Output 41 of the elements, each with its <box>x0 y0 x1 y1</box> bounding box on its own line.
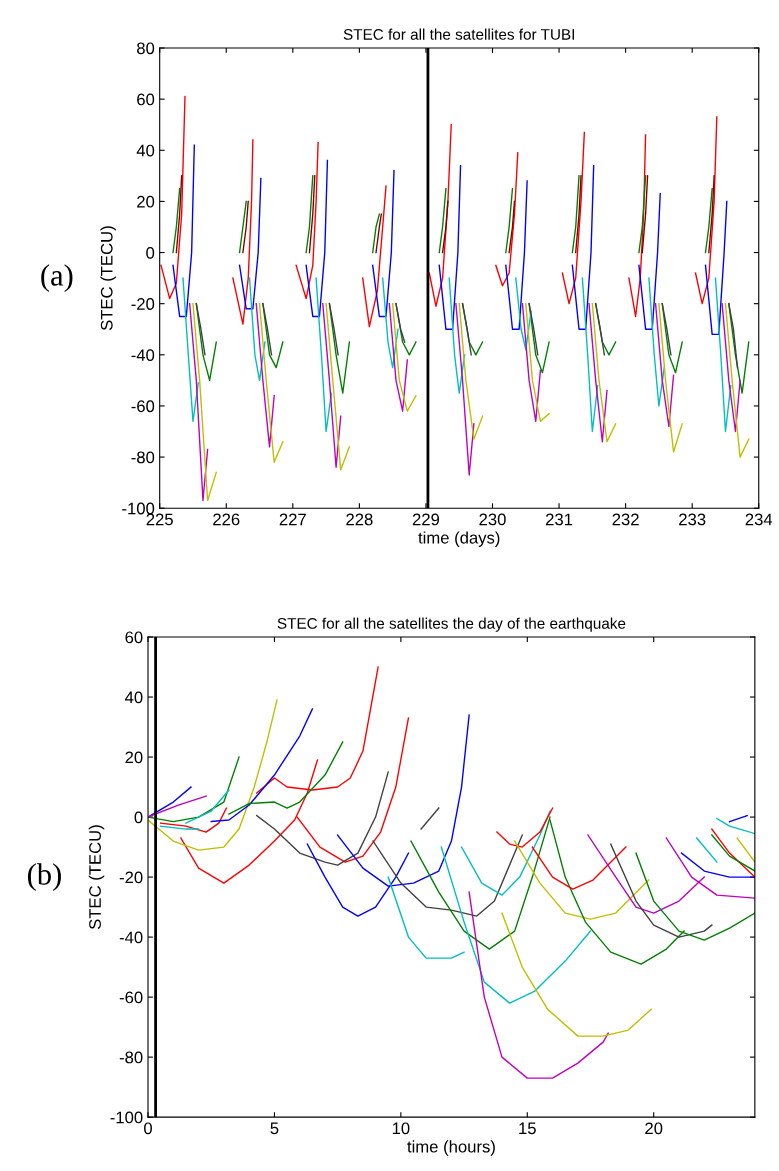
y-tick-label: -80 <box>119 1051 143 1064</box>
x-tick-label: 227 <box>279 513 306 526</box>
y-tick-label: 40 <box>125 691 143 704</box>
x-axis-title: time (days) <box>418 531 500 547</box>
y-tick-label: -60 <box>131 400 155 413</box>
text: (a) <box>41 264 73 292</box>
x-tick-label: 5 <box>270 1122 279 1135</box>
y-tick-label: -60 <box>119 991 143 1004</box>
y-tick-label: -20 <box>119 871 143 884</box>
x-tick-label: 20 <box>645 1122 663 1135</box>
y-tick-label: -40 <box>119 931 143 944</box>
y-tick-label: 40 <box>136 144 155 157</box>
x-axis-title: time (hours) <box>407 1140 495 1156</box>
x-tick-label: 231 <box>546 513 573 526</box>
x-tick-label: 229 <box>412 513 440 526</box>
x-tick-label: 234 <box>745 513 773 526</box>
y-tick-label: 20 <box>125 751 143 764</box>
y-tick-label: -100 <box>110 1111 143 1124</box>
x-tick-label: 228 <box>346 513 373 526</box>
text: (b) <box>27 863 61 891</box>
y-tick-label: -80 <box>131 451 155 464</box>
y-axis-title: STEC (TECU) <box>88 825 105 930</box>
x-tick-label: 15 <box>519 1122 536 1135</box>
x-tick-label: 225 <box>146 513 173 526</box>
x-tick-label: 233 <box>679 513 706 526</box>
chart-title: STEC for all the satellites for TUBI <box>343 28 574 40</box>
y-tick-label: 60 <box>125 631 143 644</box>
x-tick-label: 230 <box>479 513 506 526</box>
y-tick-label: 60 <box>137 93 155 106</box>
y-tick-label: -20 <box>131 298 155 310</box>
x-tick-label: 226 <box>213 513 240 526</box>
y-tick-label: 80 <box>137 42 155 55</box>
y-tick-label: -100 <box>122 502 155 515</box>
y-tick-label: -40 <box>131 349 155 362</box>
y-tick-label: 0 <box>146 246 155 259</box>
chart-title: STEC for all the satellites the day of the earthquake <box>277 617 626 632</box>
y-tick-label: 20 <box>137 195 155 208</box>
y-tick-label: 0 <box>134 811 143 824</box>
x-tick-label: 10 <box>392 1122 410 1135</box>
x-tick-label: 232 <box>612 513 639 526</box>
y-axis-title: STEC (TECU) <box>100 226 116 331</box>
